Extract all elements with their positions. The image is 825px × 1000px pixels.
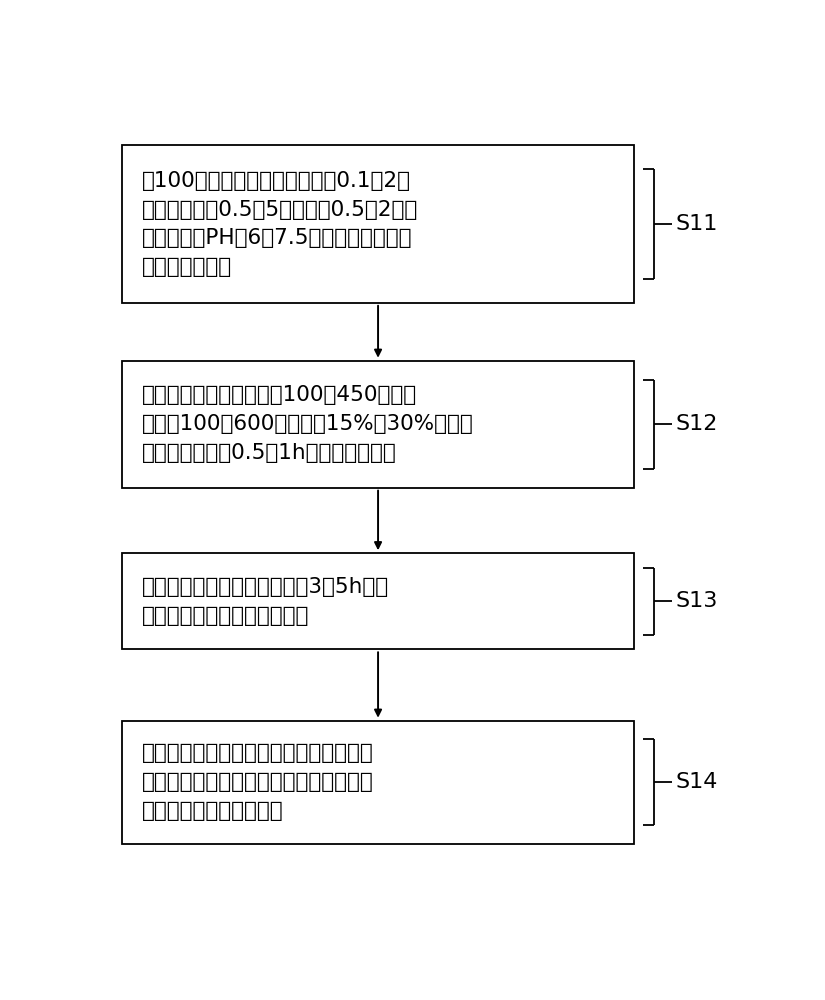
Bar [122, 553, 634, 649]
Text: S14: S14 [676, 772, 718, 792]
Text: 在所述均匀混合液中加入100～450份吸波
粉体，100～600份浓度为15%～30%的氨水
，通过超声分散0.5～1h，获得混合浆液: 在所述均匀混合液中加入100～450份吸波 粉体，100～600份浓度为15%～… [142, 385, 474, 463]
Text: S13: S13 [676, 591, 718, 611]
Bar [122, 145, 634, 303]
Text: 在100份去离子水中，依次加入0.1～2份
表面活性剂、0.5～5份铝盐、0.5～2份缓
冲剂，调节PH为6～7.5，充分搅拌均匀，
获得均匀混合液: 在100份去离子水中，依次加入0.1～2份 表面活性剂、0.5～5份铝盐、0.5… [142, 171, 417, 277]
Text: S12: S12 [676, 414, 718, 434]
Text: S11: S11 [676, 214, 718, 234]
Text: 将所述混合浆液保温加热处理3～5h，获
得表面有前驱体包覆的吸波粉: 将所述混合浆液保温加热处理3～5h，获 得表面有前驱体包覆的吸波粉 [142, 577, 389, 626]
Text: 将所述表面有前驱体包覆的吸波粉，通过
无水乙醇和氮气，按第三预设程序进行处
理，获得改性的吸波粉体: 将所述表面有前驱体包覆的吸波粉，通过 无水乙醇和氮气，按第三预设程序进行处 理，… [142, 743, 373, 821]
Bar [122, 721, 634, 844]
Bar [122, 361, 634, 488]
